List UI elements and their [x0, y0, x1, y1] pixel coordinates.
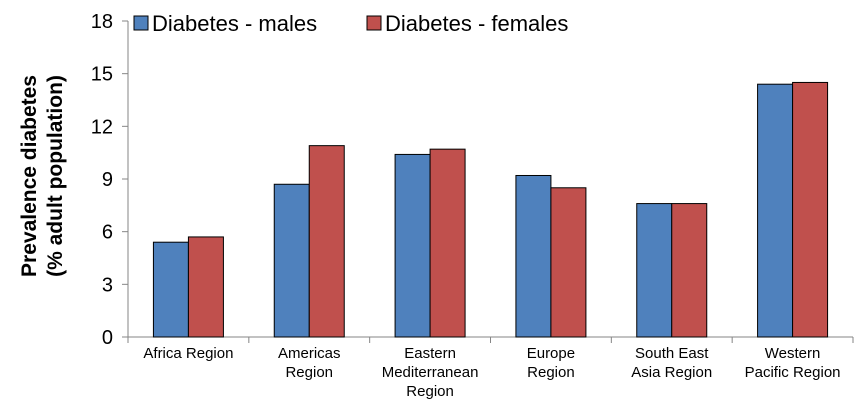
bar-males	[152, 241, 189, 338]
x-category-label-line: Region	[285, 364, 333, 381]
bar-males	[273, 183, 310, 338]
y-tick-label: 0	[102, 327, 113, 349]
x-category-label: Europe Region	[527, 345, 575, 381]
x-category-label-line: Mediterranean	[382, 364, 479, 381]
x-category-label-line: Region	[527, 364, 575, 381]
x-category-label-line: Europe	[527, 345, 575, 362]
bar-females	[671, 203, 708, 338]
y-axis-title: Prevalence diabetes (% adult population)	[18, 75, 67, 277]
x-category-label: Western Pacific Region	[745, 345, 841, 381]
bar-males	[636, 203, 673, 338]
y-tick-label: 3	[102, 274, 113, 296]
y-tick-label: 12	[91, 116, 113, 138]
legend-label: Diabetes - males	[152, 11, 317, 36]
bar-females	[187, 236, 224, 338]
x-category-label-line: Americas	[278, 345, 341, 362]
y-axis-title-line: Prevalence diabetes	[18, 75, 41, 277]
bar-males	[757, 83, 794, 338]
x-category-label: Americas Region	[278, 345, 341, 381]
x-category-label-line: Pacific Region	[745, 364, 841, 381]
legend-swatch	[133, 15, 149, 31]
y-tick-label: 18	[91, 11, 113, 33]
x-category-label-line: Western	[765, 345, 821, 362]
legend-swatch	[366, 15, 382, 31]
y-tick-label: 6	[102, 222, 113, 244]
legend-label: Diabetes - females	[385, 11, 568, 36]
bar-females	[429, 148, 466, 338]
x-category-label: Eastern Mediterranean Region	[382, 345, 479, 400]
x-category-label: Africa Region	[143, 345, 233, 362]
bar-females	[308, 145, 345, 338]
x-axis: Africa Region Americas Region Eastern Medite…	[127, 336, 854, 400]
x-category-label-line: South East	[635, 345, 709, 362]
bars	[152, 81, 829, 338]
y-axis-title-line: (% adult population)	[44, 75, 67, 277]
bar-females	[792, 81, 829, 338]
y-axis: 0 3 6 9 12 15 18	[91, 11, 129, 349]
x-category-label-line: Region	[406, 383, 454, 400]
x-category-label-line: Asia Region	[631, 364, 712, 381]
bar-females	[550, 187, 587, 338]
x-category-label-line: Africa Region	[143, 345, 233, 362]
x-category-label: South East Asia Region	[631, 345, 712, 381]
y-tick-label: 9	[102, 169, 113, 191]
legend: Diabetes - males Diabetes - females	[133, 11, 568, 36]
bar-males	[515, 174, 552, 338]
bar-males	[394, 153, 431, 338]
y-tick-label: 15	[91, 64, 113, 86]
x-category-label-line: Eastern	[404, 345, 456, 362]
